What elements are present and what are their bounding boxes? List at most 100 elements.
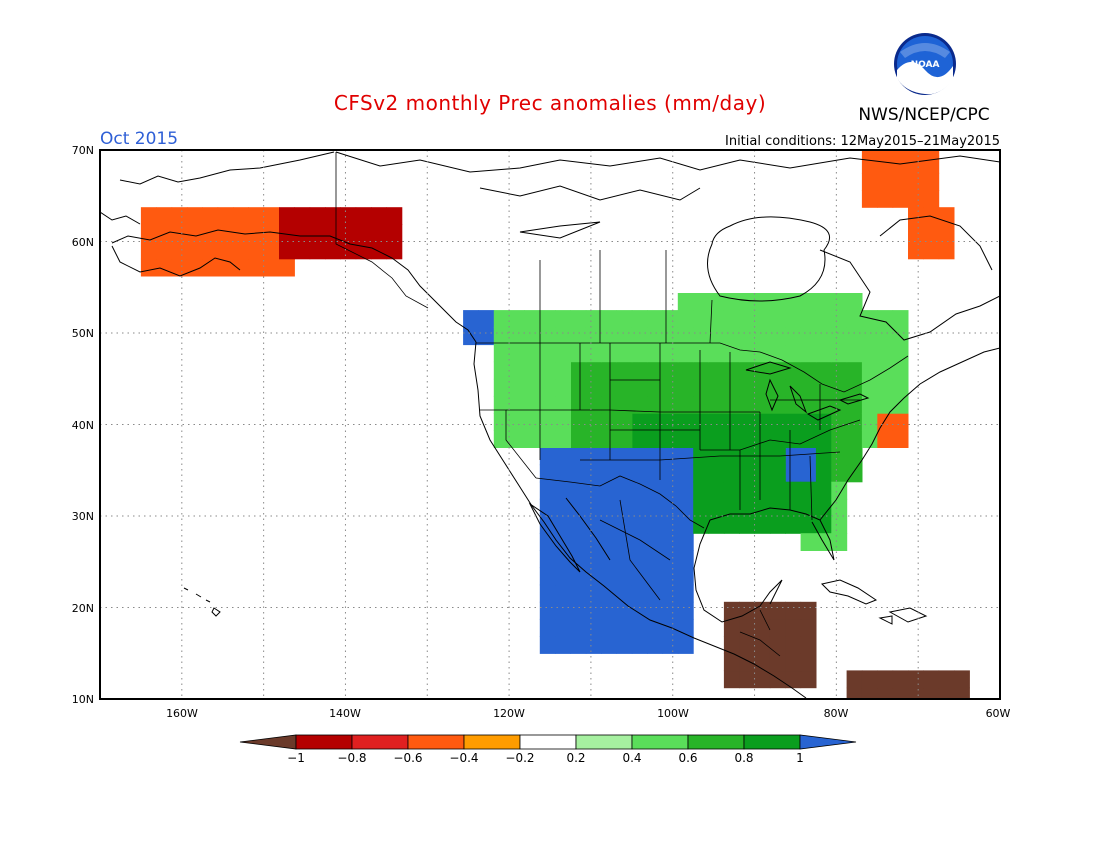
anomaly-cell xyxy=(861,327,878,346)
anomaly-cell xyxy=(723,618,740,637)
anomaly-cell xyxy=(815,361,832,380)
anomaly-cell xyxy=(493,310,510,328)
anomaly-cell xyxy=(662,516,679,534)
anomaly-cell xyxy=(217,241,234,260)
anomaly-cell xyxy=(754,670,771,689)
anomaly-cell xyxy=(923,687,940,699)
anomaly-cell xyxy=(923,190,940,208)
colorbar-label: 0.2 xyxy=(566,751,585,765)
anomaly-cell xyxy=(800,293,817,311)
anomaly-cell xyxy=(248,207,265,225)
anomaly-cell xyxy=(861,344,878,363)
anomaly-cell xyxy=(677,516,694,534)
anomaly-cell xyxy=(723,481,740,500)
anomaly-cell xyxy=(739,670,756,689)
anomaly-cell xyxy=(524,361,541,380)
lat-label: 20N xyxy=(72,602,94,615)
anomaly-cell xyxy=(938,670,955,689)
anomaly-cell xyxy=(647,413,664,431)
anomaly-cell xyxy=(723,430,740,448)
anomaly-cell xyxy=(570,481,587,500)
anomaly-cell xyxy=(769,344,786,363)
colorbar-bin xyxy=(631,734,689,750)
anomaly-cell xyxy=(647,481,664,500)
anomaly-cell xyxy=(723,361,740,380)
anomaly-cell xyxy=(186,241,203,260)
lon-label: 80W xyxy=(824,707,849,720)
anomaly-cell xyxy=(877,344,894,363)
anomaly-cell xyxy=(279,241,295,260)
anomaly-cell xyxy=(371,207,387,225)
anomaly-cell xyxy=(846,395,863,414)
anomaly-cell xyxy=(555,636,571,654)
anomaly-cell xyxy=(555,550,571,569)
anomaly-cell xyxy=(754,395,771,414)
anomaly-cell xyxy=(861,413,878,431)
anomaly-cell xyxy=(493,344,510,363)
anomaly-cell xyxy=(831,293,848,311)
anomaly-cell xyxy=(585,327,602,346)
anomaly-cell xyxy=(677,567,694,586)
anomaly-cell xyxy=(539,550,556,569)
anomaly-cell xyxy=(156,224,173,243)
anomaly-cell xyxy=(647,636,664,654)
anomaly-cell xyxy=(202,258,219,277)
anomaly-cell xyxy=(754,464,771,483)
anomaly-cell xyxy=(754,636,771,654)
anomaly-cell xyxy=(739,498,756,517)
colorbar-bin xyxy=(351,734,409,750)
anomaly-cell xyxy=(693,516,710,534)
anomaly-cell xyxy=(263,241,280,260)
anomaly-cell xyxy=(524,344,541,363)
anomaly-cell xyxy=(647,310,664,328)
colorbar-arrow-low xyxy=(239,734,297,750)
anomaly-cell xyxy=(493,413,510,431)
anomaly-cell xyxy=(263,258,280,277)
anomaly-cell xyxy=(892,155,909,174)
anomaly-cell xyxy=(892,687,909,699)
anomaly-cell xyxy=(202,224,219,243)
anomaly-cell xyxy=(938,207,955,225)
anomaly-cell xyxy=(616,567,633,586)
anomaly-cell xyxy=(800,670,817,689)
anomaly-cell xyxy=(570,618,587,637)
anomaly-cell xyxy=(171,207,188,225)
anomaly-cell xyxy=(585,310,602,328)
anomaly-cell xyxy=(754,481,771,500)
anomaly-cell xyxy=(585,395,602,414)
anomaly-cell xyxy=(785,395,802,414)
anomaly-cell xyxy=(800,516,817,534)
anomaly-cell xyxy=(769,395,786,414)
anomaly-cell xyxy=(693,464,710,483)
anomaly-cell xyxy=(739,430,756,448)
anomaly-cell xyxy=(693,310,710,328)
anomaly-cell xyxy=(601,430,617,448)
anomaly-cell xyxy=(647,361,664,380)
anomaly-cell xyxy=(800,533,817,551)
anomaly-cell xyxy=(555,516,571,534)
anomaly-cell xyxy=(923,224,940,243)
anomaly-cell xyxy=(708,498,725,517)
anomaly-cell xyxy=(509,310,525,328)
anomaly-cell xyxy=(647,464,664,483)
anomaly-cell xyxy=(539,601,556,620)
anomaly-cell xyxy=(785,670,802,689)
anomaly-cell xyxy=(616,464,633,483)
anomaly-cell xyxy=(769,601,786,620)
anomaly-cell xyxy=(785,344,802,363)
anomaly-cell xyxy=(279,258,295,277)
anomaly-cell xyxy=(877,150,894,157)
anomaly-cell xyxy=(524,395,541,414)
anomaly-cell xyxy=(524,413,541,431)
anomaly-cell xyxy=(309,207,326,225)
anomaly-cell xyxy=(631,481,648,500)
anomaly-cell xyxy=(677,395,694,414)
anomaly-cell xyxy=(386,207,403,225)
anomaly-cell xyxy=(693,344,710,363)
anomaly-cell xyxy=(478,310,495,328)
lon-label: 60W xyxy=(986,707,1011,720)
anomaly-cell xyxy=(340,207,357,225)
anomaly-cell xyxy=(815,293,832,311)
anomaly-cell xyxy=(677,601,694,620)
anomaly-cell xyxy=(892,190,909,208)
